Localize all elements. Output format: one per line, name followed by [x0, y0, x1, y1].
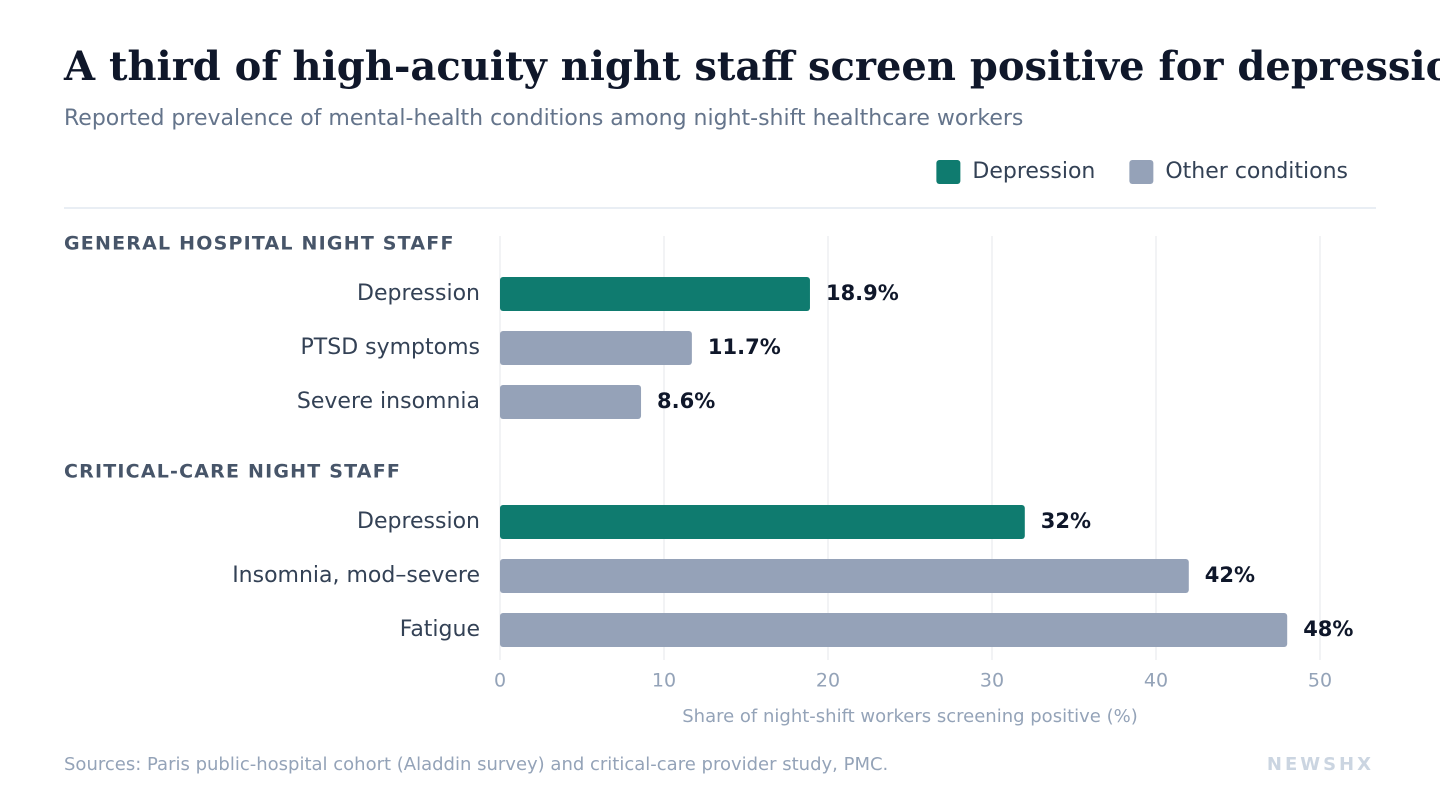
x-tick-label: 50: [1308, 670, 1332, 692]
bar: [500, 331, 692, 365]
bar: [500, 559, 1189, 593]
y-tick-label: Depression: [357, 509, 480, 534]
bar: [500, 277, 810, 311]
x-axis-label: Share of night-shift workers screening p…: [682, 706, 1137, 727]
chart-title: A third of high-acuity night staff scree…: [63, 43, 1440, 90]
value-label: 42%: [1205, 563, 1255, 587]
x-tick-label: 20: [816, 670, 840, 692]
brand: NEWSHX: [1267, 754, 1374, 775]
y-tick-label: PTSD symptoms: [301, 335, 480, 360]
x-tick-label: 0: [494, 670, 506, 692]
value-label: 48%: [1303, 617, 1353, 641]
group-header: GENERAL HOSPITAL NIGHT STAFF: [64, 233, 455, 255]
x-tick-label: 40: [1144, 670, 1168, 692]
x-tick-label: 30: [980, 670, 1004, 692]
value-label: 11.7%: [708, 335, 781, 359]
source: Sources: Paris public-hospital cohort (A…: [64, 754, 888, 775]
chart-subtitle: Reported prevalence of mental-health con…: [64, 106, 1023, 131]
group-header: CRITICAL-CARE NIGHT STAFF: [64, 461, 401, 483]
bar: [500, 385, 642, 419]
x-tick-label: 10: [652, 670, 676, 692]
legend-label: Depression: [972, 159, 1095, 184]
y-tick-label: Insomnia, mod–severe: [232, 563, 480, 588]
bar: [500, 613, 1288, 647]
legend-label: Other conditions: [1165, 159, 1348, 184]
value-label: 18.9%: [826, 281, 899, 305]
value-label: 32%: [1041, 509, 1091, 533]
y-tick-label: Depression: [357, 281, 480, 306]
legend-swatch: [1129, 160, 1154, 184]
y-tick-label: Severe insomnia: [297, 389, 480, 414]
bar: [500, 505, 1025, 539]
value-label: 8.6%: [657, 389, 715, 413]
legend-swatch: [936, 160, 961, 184]
y-tick-label: Fatigue: [400, 617, 480, 642]
